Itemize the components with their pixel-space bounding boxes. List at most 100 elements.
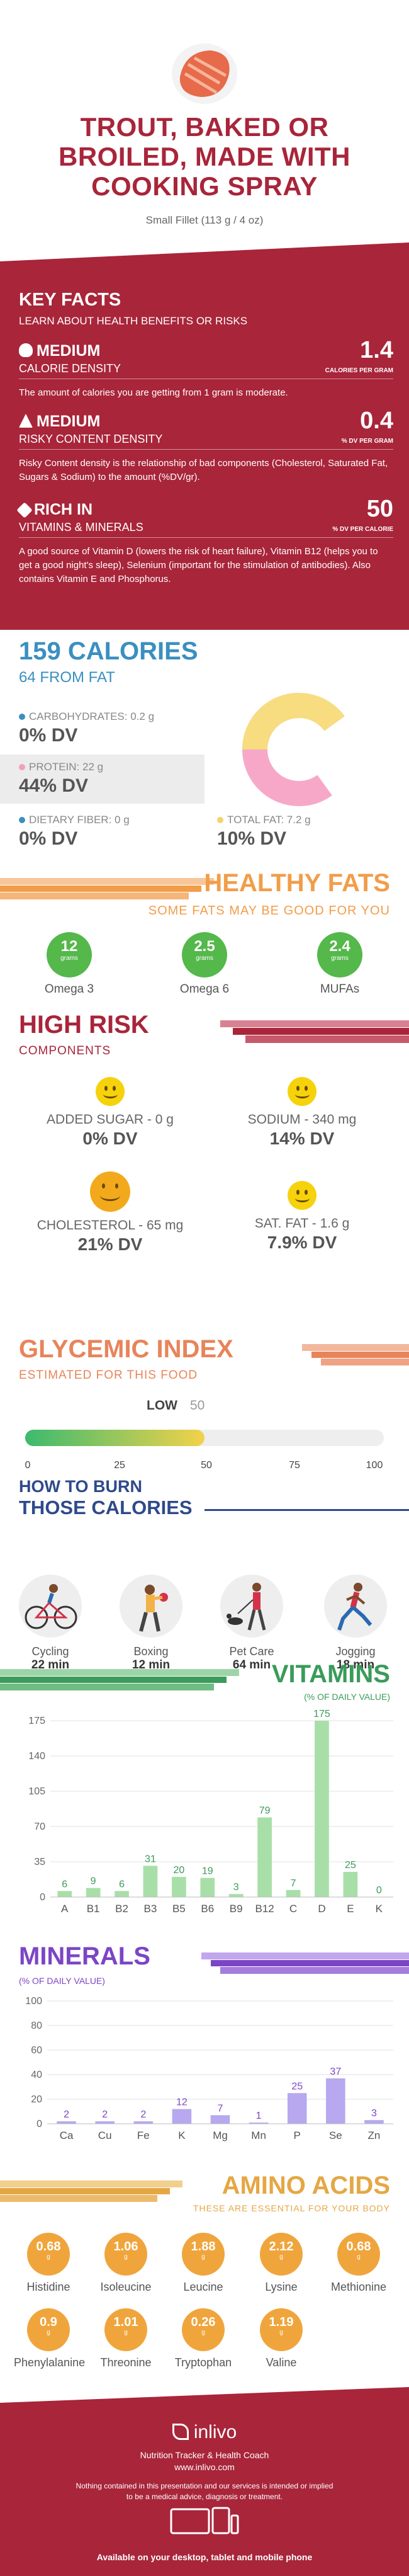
- healthy-fats-title: HEALTHY FATS: [204, 869, 390, 897]
- high-risk-subtitle: COMPONENTS: [19, 1044, 111, 1057]
- amino-label: Histidine: [26, 2281, 70, 2293]
- divider: [19, 449, 393, 450]
- amino-badge: 0.68 g: [27, 2233, 70, 2276]
- amino-label: Isoleucine: [100, 2281, 152, 2293]
- amino-label: Methionine: [330, 2281, 387, 2293]
- key-fact-unit: % DV PER CALORIE: [332, 526, 393, 533]
- bar: [143, 1866, 158, 1897]
- x-tick-label: B12: [255, 1903, 274, 1915]
- key-fact-value: 0.4: [360, 407, 393, 434]
- inlivo-logo[interactable]: inlivo: [0, 2422, 409, 2443]
- risk-label: SAT. FAT - 1.6 g: [254, 1216, 350, 1231]
- nutrient-dv: 0% DV: [19, 828, 78, 849]
- bar-value-label: 19: [202, 1866, 213, 1877]
- activity-label: Pet Care: [229, 1645, 274, 1658]
- bar: [172, 1877, 186, 1897]
- amino-valine: 1.19 g Valine: [247, 2308, 316, 2369]
- nutrient-label: DIETARY FIBER: 0 g: [29, 814, 130, 826]
- bar-value-label: 20: [173, 1865, 184, 1876]
- bar-value-label: 6: [119, 1879, 125, 1889]
- smiley-icon: [96, 1077, 125, 1106]
- amino-label: Threonine: [100, 2356, 152, 2369]
- vitamins-bar-chart: 035701051401756A9B16B231B320B519B63B979B…: [28, 1709, 393, 1915]
- glycemic-subtitle: ESTIMATED FOR THIS FOOD: [19, 1369, 198, 1382]
- fat-label: Omega 3: [44, 983, 94, 996]
- key-fact-risky-content: MEDIUM RISKY CONTENT DENSITY 0.4 % DV PE…: [19, 407, 393, 501]
- fat-badge: 2.5 grams: [182, 932, 227, 977]
- bar: [228, 1894, 244, 1897]
- amino-value: 2.12: [269, 2240, 294, 2254]
- amino-badge: 1.88 g: [182, 2233, 225, 2276]
- risk-dv: 0% DV: [82, 1129, 138, 1148]
- amino-acids-title: AMINO ACIDS: [221, 2172, 390, 2199]
- footer: inlivo Nutrition Tracker & Health Coach …: [0, 2387, 409, 2576]
- dot-icon: [217, 817, 223, 823]
- decorative-stripes: [302, 1344, 409, 1365]
- decorative-stripes: [0, 878, 214, 899]
- y-tick-label: 40: [31, 2070, 42, 2080]
- activity-minutes: 18 min: [336, 1658, 375, 1672]
- key-facts-section: KEY FACTS LEARN ABOUT HEALTH BENEFITS OR…: [0, 242, 409, 630]
- amino-value: 1.88: [191, 2240, 216, 2254]
- glycemic-tick: 0: [25, 1460, 31, 1471]
- risk-label: CHOLESTEROL - 65 mg: [36, 1218, 184, 1233]
- amino-acids-subtitle: THESE ARE ESSENTIAL FOR YOUR BODY: [193, 2203, 390, 2213]
- healthy-fats-section: HEALTHY FATS SOME FATS MAY BE GOOD FOR Y…: [0, 863, 409, 1030]
- amino-unit: g: [47, 2254, 50, 2260]
- minerals-title: MINERALS: [19, 1942, 150, 1970]
- bar: [172, 2109, 192, 2124]
- amino-value: 0.26: [191, 2315, 216, 2329]
- amino-value: 1.06: [113, 2240, 138, 2254]
- fat-label: MUFAs: [320, 983, 360, 996]
- jogging-icon: [324, 1575, 387, 1638]
- glycemic-index-section: GLYCEMIC INDEX ESTIMATED FOR THIS FOOD L…: [0, 1329, 409, 1493]
- key-fact-unit: CALORIES PER GRAM: [325, 367, 393, 374]
- key-fact-calorie-density: MEDIUM CALORIE DENSITY 1.4 CALORIES PER …: [19, 337, 393, 418]
- y-tick-label: 60: [31, 2045, 42, 2056]
- nutrient-dv: 44% DV: [19, 775, 89, 796]
- y-tick-label: 140: [28, 1751, 45, 1762]
- y-tick-label: 20: [31, 2094, 42, 2105]
- y-tick-label: 0: [36, 2119, 42, 2129]
- x-tick-label: B1: [87, 1903, 100, 1915]
- bar-value-label: 25: [345, 1860, 356, 1871]
- key-fact-description: A good source of Vitamin D (lowers the r…: [19, 546, 378, 584]
- x-tick-label: C: [289, 1903, 297, 1915]
- decorative-stripes: [0, 1669, 239, 1690]
- x-tick-label: Ca: [60, 2129, 74, 2141]
- smiley-icon: [288, 1181, 317, 1210]
- glycemic-level: LOW: [147, 1398, 177, 1413]
- fat-badge: 12 grams: [47, 932, 92, 977]
- key-fact-vitamins-minerals: RICH IN VITAMINS & MINERALS 50 % DV PER …: [16, 496, 393, 608]
- amino-phenylalanine: 0.9 g Phenylalanine: [14, 2308, 85, 2369]
- footer-url[interactable]: www.inlivo.com: [174, 2462, 235, 2472]
- smiley-icon: [90, 1171, 130, 1212]
- healthy-fats-subtitle: SOME FATS MAY BE GOOD FOR YOU: [148, 904, 390, 918]
- vitamins-title: VITAMINS: [271, 1660, 390, 1688]
- risk-dv: 14% DV: [269, 1129, 335, 1148]
- nutrient-dv: 10% DV: [217, 828, 287, 849]
- activity-label: Boxing: [133, 1645, 169, 1658]
- bar: [200, 1878, 215, 1897]
- amino-tryptophan: 0.26 g Tryptophan: [169, 2308, 238, 2369]
- key-fact-name: RISKY CONTENT DENSITY: [19, 433, 163, 445]
- key-fact-level: RICH IN: [34, 501, 93, 518]
- nutrient-total-fat: TOTAL FAT: 7.2 g 10% DV: [217, 814, 311, 850]
- bar-value-label: 37: [330, 2066, 341, 2077]
- y-tick-label: 35: [34, 1857, 45, 1867]
- bar: [57, 2121, 76, 2124]
- amino-badge: 2.12 g: [260, 2233, 303, 2276]
- glycemic-value: 50: [190, 1398, 205, 1413]
- dot-icon: [19, 714, 25, 720]
- page-title: TROUT, BAKED OR BROILED, MADE WITH COOKI…: [0, 112, 409, 201]
- glycemic-tick: 25: [114, 1460, 125, 1471]
- amino-methionine: 0.68 g Methionine: [324, 2233, 393, 2294]
- y-tick-label: 175: [28, 1716, 45, 1726]
- pet-care-icon: [220, 1575, 283, 1638]
- bar: [315, 1721, 329, 1897]
- key-fact-level: MEDIUM: [36, 413, 101, 430]
- x-tick-label: B6: [201, 1903, 214, 1915]
- amino-unit: g: [279, 2254, 283, 2260]
- risk-label: SODIUM - 340 mg: [247, 1112, 357, 1127]
